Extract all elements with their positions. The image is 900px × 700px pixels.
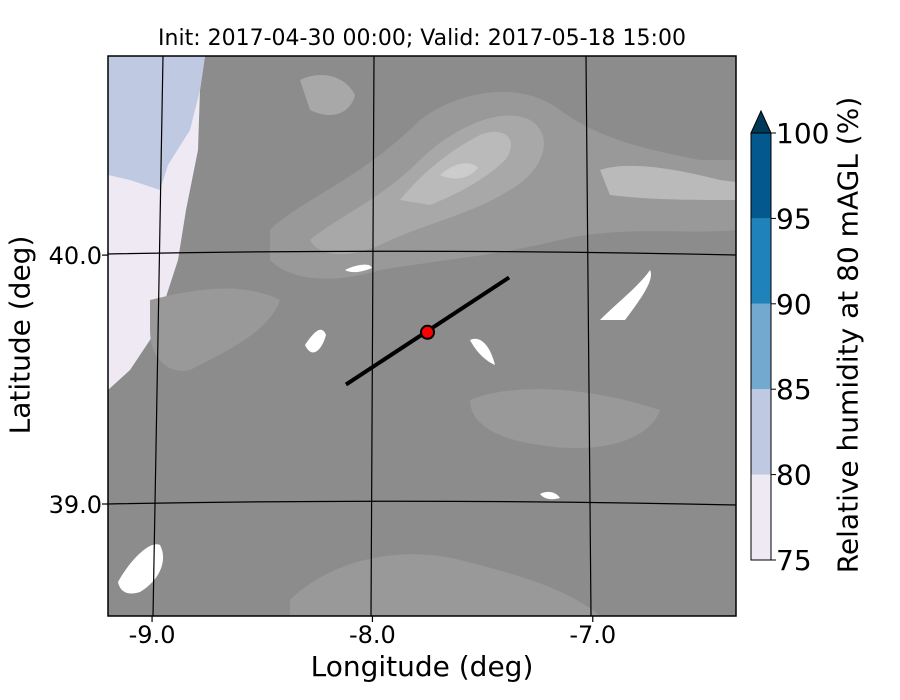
y-axis: 39.0 40.0 [49, 242, 108, 519]
graticule [108, 56, 736, 616]
colorbar-segment [751, 133, 771, 219]
y-tick-label: 40.0 [49, 242, 102, 270]
colorbar-segment [751, 474, 771, 560]
parallel-39 [108, 500, 736, 506]
colorbar-tick-label: 95 [776, 202, 812, 235]
dry-region-4 [305, 329, 326, 353]
colorbar-segment [751, 389, 771, 475]
dry-region-1 [118, 544, 164, 594]
y-tick-label: 39.0 [49, 491, 102, 519]
x-axis: -9.0 -8.0 -7.0 [129, 616, 616, 649]
meridian-minus-8 [370, 56, 375, 616]
colorbar-segment [751, 218, 771, 304]
colorbar-tick-label: 90 [776, 288, 812, 321]
terrain-shade-6 [300, 75, 355, 115]
colorbar: 75 80 85 90 95 100 [750, 109, 829, 577]
dry-region-6 [540, 491, 560, 500]
terrain-shade-4 [600, 165, 736, 200]
terrain-shade-5 [440, 163, 478, 179]
site-marker [420, 324, 436, 340]
x-axis-label: Longitude (deg) [310, 650, 534, 683]
meridian-minus-9 [152, 56, 164, 616]
dry-region-5 [345, 264, 372, 273]
meridian-minus-7 [585, 56, 592, 616]
colorbar-tick-label: 85 [776, 373, 812, 406]
terrain-shade-9 [290, 554, 600, 616]
dry-region-3 [470, 338, 495, 365]
colorbar-segment [751, 303, 771, 390]
x-tick-label: -8.0 [349, 621, 396, 649]
colorbar-extend-arrow [750, 109, 772, 134]
map-frame [107, 55, 737, 617]
chart-title: Init: 2017-04-30 00:00; Valid: 2017-05-1… [158, 26, 686, 51]
terrain-shade-8 [470, 389, 660, 449]
colorbar-tick-label: 75 [776, 544, 812, 577]
parallel-40 [108, 250, 736, 256]
x-tick-label: -9.0 [129, 621, 176, 649]
colorbar-frame [750, 132, 772, 561]
colorbar-tick-label: 100 [776, 117, 829, 150]
terrain-shade-7 [150, 288, 280, 371]
x-tick-label: -7.0 [569, 621, 616, 649]
map-panel [108, 56, 736, 616]
dry-region-2 [600, 270, 651, 320]
humidity-80-region [108, 56, 205, 190]
colorbar-tick-label: 80 [776, 459, 812, 492]
